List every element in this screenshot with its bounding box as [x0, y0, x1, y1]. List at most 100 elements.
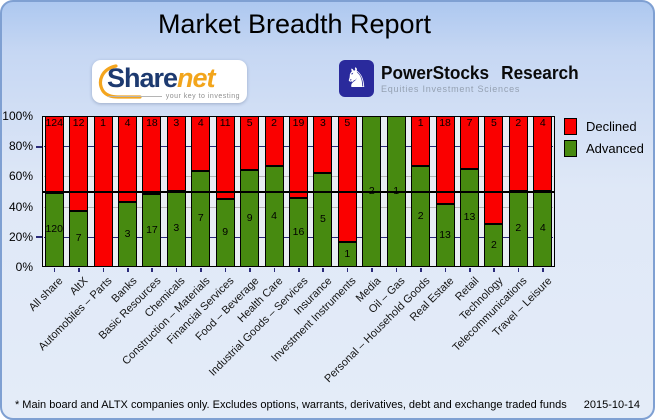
x-tick	[102, 268, 105, 272]
bar	[191, 116, 211, 267]
footer: * Main board and ALTX companies only. Ex…	[2, 399, 653, 411]
bar	[142, 116, 162, 267]
sharenet-tagline-rule	[107, 96, 162, 97]
bar-declined-value: 5	[246, 117, 253, 129]
powerstocks-tagline: Equities Investment Sciences	[381, 84, 521, 95]
bar-declined-value: 19	[292, 117, 305, 129]
bar-advanced-value: 7	[197, 212, 204, 224]
bar-declined-value: 124	[45, 117, 63, 129]
bar-declined-segment	[191, 116, 211, 171]
bar-declined-segment	[484, 116, 504, 224]
x-tick	[395, 268, 398, 272]
bar-advanced-value: 120	[45, 223, 63, 235]
bar-declined-segment	[240, 116, 260, 170]
bar-advanced-value: 1	[344, 247, 351, 260]
powerstocks-wordmark-right: Research	[501, 62, 579, 83]
bar-declined-segment	[264, 116, 284, 166]
powerstocks-wordmark: PowerStocks Research	[381, 62, 579, 84]
bar-declined-value: 4	[197, 117, 204, 129]
sharenet-tagline-text: your key to investing	[165, 93, 240, 100]
bar-declined-segment	[44, 116, 64, 193]
bar-declined-value: 2	[271, 117, 277, 129]
x-axis-label: All share	[26, 275, 66, 314]
bar-advanced-value: 2	[417, 209, 424, 222]
bar-advanced-value: 1	[393, 184, 400, 197]
bar-declined-value: 1	[417, 117, 424, 129]
bar	[215, 116, 235, 267]
x-tick	[322, 268, 324, 272]
bar-advanced-segment	[142, 194, 162, 267]
bar-declined-segment	[69, 116, 89, 211]
bar-advanced-segment	[460, 169, 479, 267]
bar-declined-value: 18	[146, 117, 158, 129]
bar-advanced-segment	[240, 170, 260, 267]
legend-item: Declined	[564, 118, 644, 135]
bar-advanced-value: 9	[222, 226, 229, 238]
bar-advanced-value: 2	[491, 238, 497, 251]
bar-advanced-value: 4	[539, 222, 546, 234]
bar	[118, 116, 137, 267]
x-tick	[298, 268, 300, 272]
y-axis-label: 80%	[8, 139, 33, 154]
x-tick	[371, 268, 373, 272]
bar-declined-value: 4	[124, 117, 131, 129]
bar	[460, 116, 479, 267]
bar-declined-value: 18	[439, 117, 451, 129]
bar-declined-segment	[435, 116, 455, 204]
bar-declined-value: 5	[344, 117, 351, 129]
bar-advanced-segment	[191, 171, 211, 267]
bar-advanced-value: 7	[75, 232, 82, 244]
x-tick	[78, 268, 80, 272]
bar	[166, 116, 186, 267]
x-tick	[273, 268, 276, 272]
sharenet-logo: Sharenet your key to investing	[92, 60, 247, 103]
bar-advanced-value: 17	[146, 223, 158, 236]
y-axis-label: 0%	[15, 260, 33, 274]
y-axis-label: 100%	[2, 109, 33, 123]
x-tick	[346, 268, 349, 272]
bar-declined-value: 12	[72, 117, 85, 129]
bar-advanced-value: 13	[439, 228, 451, 241]
report-date: 2015-10-14	[583, 399, 641, 411]
bar	[240, 116, 260, 267]
x-tick	[420, 268, 422, 272]
bar-declined-value: 7	[466, 117, 473, 129]
y-axis-label: 20%	[8, 229, 33, 244]
bar-declined-value: 5	[491, 117, 497, 129]
x-tick	[175, 268, 178, 272]
bar-advanced-value: 3	[173, 222, 180, 234]
bar-advanced-segment	[435, 204, 455, 267]
bar-advanced-segment	[69, 211, 89, 267]
bar-advanced-segment	[44, 193, 64, 267]
legend-item: Advanced	[564, 140, 644, 157]
x-tick	[517, 268, 520, 272]
bar-advanced-segment	[118, 202, 137, 267]
reference-line-50pct	[42, 190, 555, 193]
bar-declined-segment	[411, 116, 431, 166]
bar-advanced-segment	[215, 199, 235, 267]
bar	[435, 116, 455, 267]
x-tick	[469, 268, 471, 272]
bar-declined-value: 2	[515, 117, 522, 129]
bar-advanced-segment	[289, 198, 308, 267]
sharenet-wordmark: Sharenet	[107, 63, 216, 94]
y-axis-label: 40%	[8, 199, 33, 214]
bar-declined-segment	[313, 116, 333, 173]
bar-advanced-value: 16	[292, 225, 305, 238]
bar-advanced-value: 9	[246, 211, 253, 224]
bar-declined-value: 3	[173, 117, 180, 129]
bar-declined-segment	[337, 116, 357, 242]
x-tick	[151, 268, 153, 272]
sharenet-wordmark-share: Share	[107, 63, 178, 93]
x-tick	[444, 268, 447, 272]
bar-declined-value: 4	[539, 117, 546, 129]
bar	[533, 116, 553, 267]
x-tick	[493, 268, 495, 272]
x-tick	[127, 268, 129, 272]
legend-label: Declined	[586, 119, 637, 134]
footer-note: * Main board and ALTX companies only. Ex…	[14, 399, 567, 411]
y-axis-label: 60%	[8, 169, 33, 184]
bar-advanced-value: 2	[515, 222, 522, 234]
